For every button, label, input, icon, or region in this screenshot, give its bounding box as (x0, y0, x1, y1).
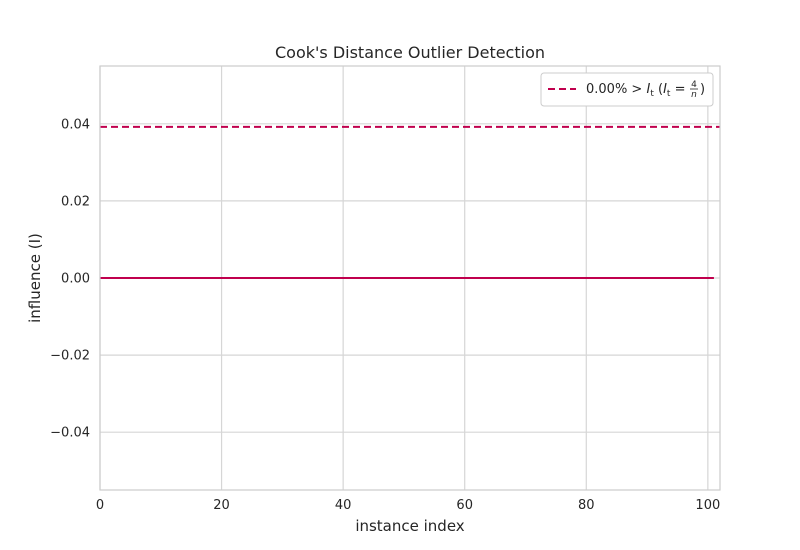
x-axis-label: instance index (355, 517, 464, 535)
x-tick-label: 60 (456, 498, 473, 513)
data-marks (100, 125, 720, 279)
legend-box (540, 72, 714, 107)
y-tick-label: −0.02 (50, 349, 90, 364)
x-tick-label: 0 (96, 498, 104, 513)
legend-close-paren: ) (700, 82, 705, 97)
y-axis-label: influence (I) (26, 233, 44, 323)
x-tick-label: 40 (335, 498, 352, 513)
legend-label: 0.00% > It (It = (586, 82, 685, 99)
x-tick-labels: 0 20 40 60 80 100 (96, 498, 720, 513)
legend-fraction-numerator: 4 (691, 80, 697, 90)
x-tick-label: 80 (578, 498, 595, 513)
x-tick-label: 100 (695, 498, 720, 513)
plot-frame (99, 65, 721, 491)
y-tick-label: 0.00 (61, 272, 90, 287)
y-tick-label: −0.04 (50, 426, 90, 441)
chart-title: Cook's Distance Outlier Detection (275, 43, 545, 62)
y-tick-label: 0.04 (61, 117, 90, 132)
x-tick-label: 20 (213, 498, 230, 513)
y-tick-label: 0.02 (61, 194, 90, 209)
y-tick-labels: −0.04 −0.02 0.00 0.02 0.04 (50, 117, 90, 440)
legend: 0.00% > It (It = 4 n ) (540, 72, 714, 107)
legend-fraction-denominator: n (691, 90, 697, 100)
